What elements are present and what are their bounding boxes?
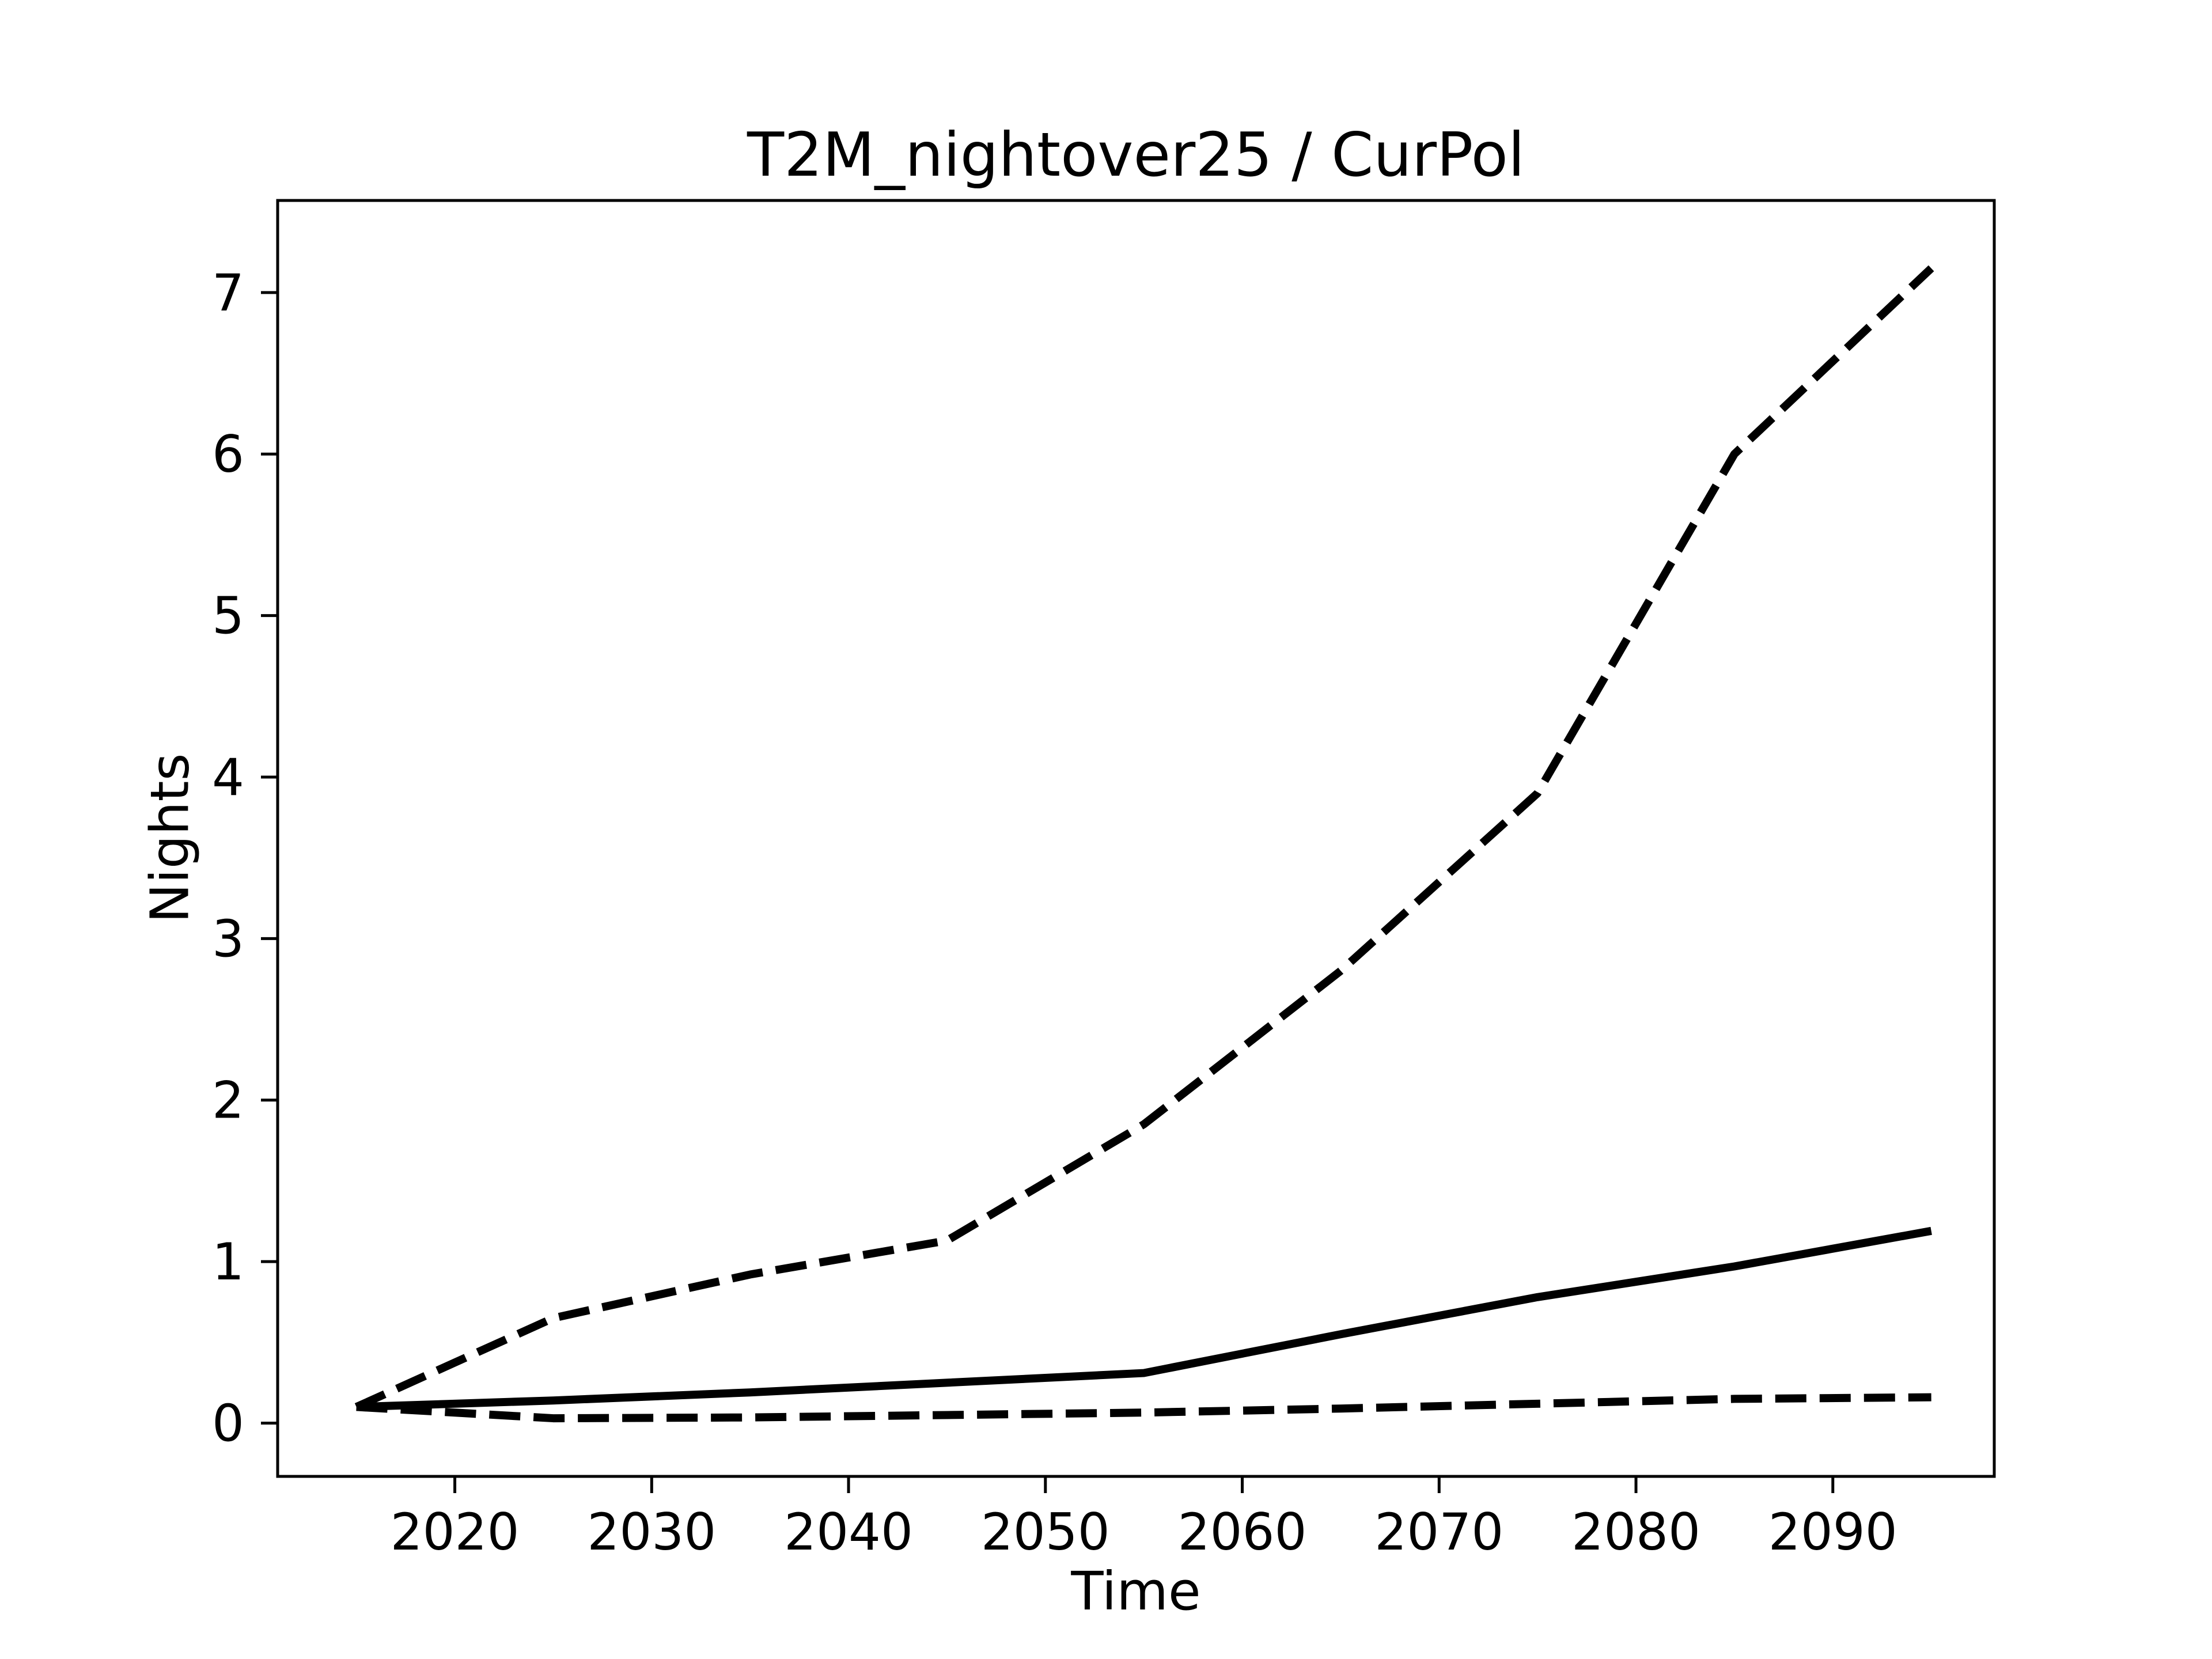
series-min-line bbox=[356, 1393, 1931, 1423]
x-tick-label: 2080 bbox=[1571, 1502, 1700, 1562]
x-tick-label: 2050 bbox=[981, 1502, 1110, 1562]
series-max-line bbox=[354, 265, 1934, 1411]
y-tick-label: 4 bbox=[212, 748, 244, 807]
y-tick-label: 7 bbox=[212, 263, 244, 323]
y-tick-label: 0 bbox=[212, 1393, 244, 1453]
x-tick-label: 2060 bbox=[1178, 1502, 1307, 1562]
y-tick-label: 5 bbox=[212, 586, 244, 646]
y-tick-label: 3 bbox=[212, 909, 244, 968]
y-tick-label: 1 bbox=[212, 1232, 244, 1291]
x-tick-label: 2030 bbox=[587, 1502, 716, 1562]
y-axis-label: Nights bbox=[139, 753, 201, 923]
x-tick-label: 2020 bbox=[391, 1502, 520, 1562]
x-tick-label: 2040 bbox=[784, 1502, 913, 1562]
x-tick-label: 2090 bbox=[1768, 1502, 1897, 1562]
x-tick-label: 2070 bbox=[1374, 1502, 1503, 1562]
chart-title: T2M_nightover25 / CurPol bbox=[747, 120, 1525, 190]
x-axis-label: Time bbox=[1071, 1560, 1201, 1622]
y-tick-label: 2 bbox=[212, 1071, 244, 1130]
y-tick-label: 6 bbox=[212, 425, 244, 484]
axes-spines bbox=[276, 199, 1996, 1478]
series-mean-line bbox=[356, 1226, 1932, 1411]
